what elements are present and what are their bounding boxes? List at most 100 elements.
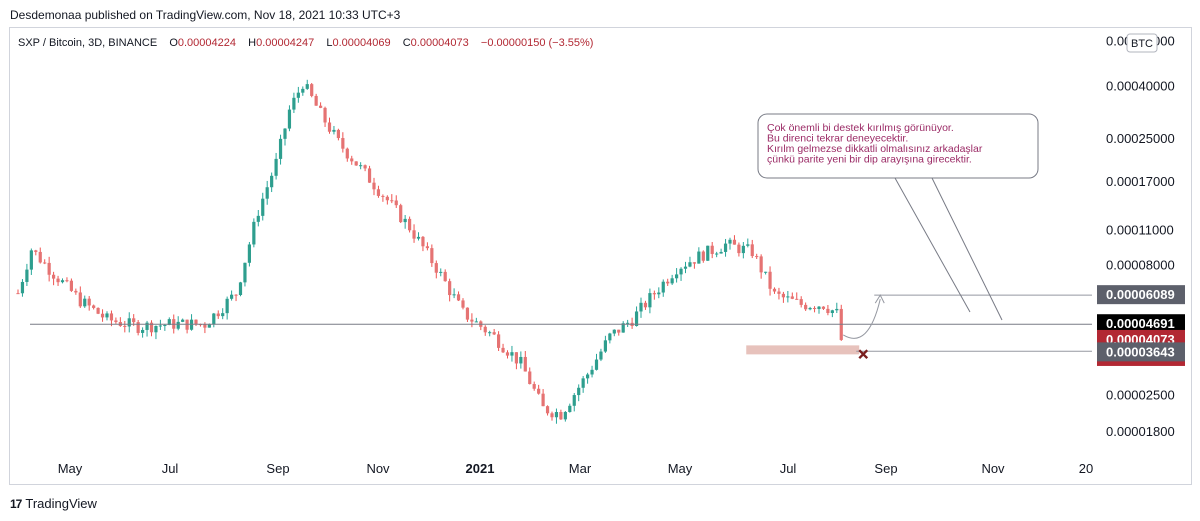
- y-tick-label: 0.00002500: [1106, 387, 1175, 402]
- x-tick-label: 2021: [466, 461, 495, 476]
- projection-up-path[interactable]: [842, 299, 881, 339]
- candle-body: [550, 413, 554, 418]
- symbol-name[interactable]: SXP / Bitcoin, 3D, BINANCE: [18, 37, 158, 49]
- y-tick-label: 0.00017000: [1106, 174, 1175, 189]
- price-axis[interactable]: 0.000018000.000025000.000040000.00008000…: [1106, 33, 1175, 439]
- candle-body: [278, 138, 283, 159]
- candle-body: [394, 200, 398, 206]
- price-label-gray[interactable]: [1097, 285, 1185, 305]
- arrow-head-icon: [874, 294, 885, 304]
- cross-mark-icon[interactable]: [858, 349, 869, 360]
- candle-body: [109, 313, 114, 321]
- candle-body: [47, 262, 51, 275]
- candle-body: [270, 175, 274, 188]
- candle-body: [403, 218, 407, 223]
- candle-body: [519, 356, 523, 364]
- candle-body: [581, 378, 585, 388]
- candle-body: [92, 305, 96, 308]
- candle-body: [421, 236, 425, 247]
- candle-body: [621, 323, 625, 333]
- candle-body: [666, 281, 670, 284]
- high-label: H: [248, 37, 257, 49]
- candle-body: [132, 318, 136, 323]
- time-axis[interactable]: May Jul Sep Nov 2021 Mar May Jul Sep Nov 20: [58, 461, 1094, 476]
- candle-body: [296, 92, 300, 98]
- candle-body: [643, 302, 648, 308]
- candle-body: [399, 205, 403, 223]
- low-label: L: [326, 37, 333, 49]
- candle-body: [706, 245, 710, 261]
- candle-body: [715, 253, 719, 255]
- x-tick-label: Nov: [366, 461, 390, 476]
- candle-body: [319, 105, 323, 108]
- candle-body: [456, 294, 461, 301]
- candle-body: [412, 230, 416, 239]
- candle-body: [265, 187, 269, 199]
- candle-body: [181, 319, 185, 322]
- support-zone-box[interactable]: [746, 345, 860, 355]
- candle-body: [808, 307, 812, 310]
- candle-body: [759, 256, 763, 273]
- high-value: 0.00004247: [256, 37, 315, 49]
- candle-body: [354, 161, 358, 166]
- candle-body: [203, 324, 207, 328]
- price-label-value: 0.00004691: [1106, 316, 1175, 331]
- candle-body: [710, 245, 714, 254]
- candle-body: [812, 307, 817, 310]
- candle-body: [136, 322, 140, 333]
- x-tick-label: Mar: [569, 461, 592, 476]
- candle-body: [363, 165, 367, 169]
- candle-body: [167, 319, 171, 326]
- candle-body: [514, 352, 518, 364]
- annotation-callout[interactable]: [757, 113, 1039, 179]
- candle-body: [207, 324, 211, 328]
- candle-body: [221, 313, 225, 317]
- candle-body: [16, 293, 20, 295]
- candle-body: [750, 244, 754, 257]
- price-label-black[interactable]: [1097, 314, 1185, 334]
- candle-body: [114, 320, 118, 323]
- tradingview-wordmark: TradingView: [25, 496, 97, 511]
- candle-body: [830, 310, 834, 314]
- x-tick-label: May: [668, 461, 693, 476]
- candle-body: [723, 243, 728, 252]
- candle-body: [83, 298, 87, 307]
- candle-body: [292, 97, 296, 110]
- candle-body: [78, 292, 82, 307]
- x-tick-label: Sep: [874, 461, 897, 476]
- currency-badge-label: BTC: [1131, 38, 1153, 50]
- candle-body: [234, 294, 238, 296]
- candle-body: [434, 263, 438, 273]
- candle-body: [29, 250, 33, 270]
- candle-body: [314, 95, 318, 106]
- candle-body: [599, 351, 603, 360]
- candle-body: [505, 352, 510, 356]
- candle-body: [657, 292, 661, 295]
- price-label-gray[interactable]: [1097, 342, 1185, 362]
- candle-body: [821, 306, 826, 309]
- candle-body: [670, 278, 674, 284]
- candle-body: [154, 325, 158, 333]
- candle-body: [835, 308, 839, 311]
- tradingview-logo-icon: 17: [10, 496, 22, 511]
- currency-badge[interactable]: [1126, 33, 1158, 53]
- candle-body: [256, 215, 260, 222]
- open-value: 0.00004224: [177, 37, 236, 49]
- chart-frame: [9, 27, 1192, 485]
- candle-body: [537, 388, 541, 394]
- candle-body: [465, 307, 470, 320]
- candle-body: [158, 325, 162, 327]
- candle-body: [332, 129, 336, 132]
- candle-body: [443, 271, 447, 282]
- candle-body: [310, 84, 314, 96]
- candle-body: [60, 280, 65, 283]
- candle-body: [430, 248, 434, 264]
- candle-body: [65, 280, 69, 282]
- tradingview-brand[interactable]: 17 TradingView: [10, 496, 97, 511]
- candle-body: [688, 262, 692, 267]
- candle-body: [732, 239, 737, 245]
- candle-body: [372, 182, 376, 190]
- candle-body: [652, 293, 656, 295]
